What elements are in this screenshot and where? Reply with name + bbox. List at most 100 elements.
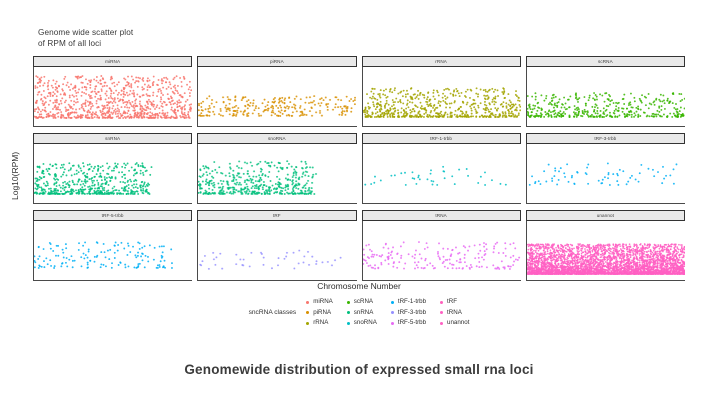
facet-strip-label: rRNA <box>361 56 521 67</box>
facet-plot-area: 12345678910111213141516171819202122XY <box>525 221 685 281</box>
facet-strip-label: tRNA <box>361 210 521 221</box>
facet-strip-label: tRF <box>197 210 357 221</box>
legend-item-trna[interactable]: tRNA <box>440 309 469 317</box>
legend-item-label: unannot <box>447 319 470 326</box>
legend-item-label: tRF <box>447 298 458 305</box>
x-axis-line <box>198 203 357 204</box>
x-axis-line <box>34 280 193 281</box>
scatter-points-canvas <box>362 67 521 127</box>
legend-item-label: miRNA <box>313 298 333 305</box>
legend-item-pirna[interactable]: piRNA <box>306 309 333 317</box>
x-axis-line <box>362 126 521 127</box>
legend-color-dot <box>306 321 310 325</box>
legend-item-trf-1-trbb[interactable]: tRF-1-trbb <box>390 298 426 306</box>
legend-item-label: snRNA <box>353 308 374 316</box>
legend-item-snrna[interactable]: snRNA <box>346 308 377 317</box>
facet-strip-label: miRNA <box>33 56 193 67</box>
legend-item-scrna[interactable]: scRNA <box>346 298 377 306</box>
x-axis-line <box>526 280 685 281</box>
facet-panel-trna: tRNA12345678910111213141516171819202122X… <box>361 210 521 284</box>
facet-panel-trf-5-trbb: tRF-5-trbb024123456789101112131415161718… <box>33 210 193 284</box>
y-tick-mark <box>33 273 34 274</box>
legend-color-dot <box>306 300 310 304</box>
facet-plot-area <box>525 144 685 204</box>
y-tick-mark <box>33 158 34 159</box>
legend-color-dot <box>440 321 444 325</box>
legend-color-dot <box>440 300 444 304</box>
legend-color-dot <box>390 321 394 325</box>
facet-strip-label: unannot <box>525 210 685 221</box>
facet-panel-scrna: scRNA <box>525 56 685 130</box>
facet-plot-area <box>197 144 357 204</box>
facet-strip-label: piRNA <box>197 56 357 67</box>
legend-color-dot <box>390 311 394 314</box>
legend-color-dot <box>346 321 350 325</box>
legend-item-trf-3-trbb[interactable]: tRF-3-trbb <box>390 308 427 317</box>
scatter-points-canvas <box>198 144 357 204</box>
legend-item-label: rRNA <box>313 319 329 326</box>
scatter-points-canvas <box>526 221 685 281</box>
facet-plot-area: 024 <box>33 144 193 204</box>
facet-strip-label: scRNA <box>525 56 685 67</box>
y-tick-mark <box>33 196 34 197</box>
legend-item-label: piRNA <box>313 308 332 316</box>
facet-panel-snrna: snRNA024 <box>33 133 193 207</box>
facet-panel-trf-1-trbb: tRF-1-trbb <box>361 133 521 207</box>
legend-color-dot <box>346 300 350 304</box>
scatter-points-canvas <box>198 221 357 281</box>
facet-plot-area <box>197 67 357 127</box>
legend-column: tRF-1-trbb tRF-3-trbb tRF-5-trbb <box>390 298 427 327</box>
facet-panel-pirna: piRNA <box>197 56 357 130</box>
x-axis-label: Chromosome Number <box>317 281 401 291</box>
legend-item-label: tRNA <box>447 308 462 316</box>
x-axis-line <box>34 203 193 204</box>
legend-title: sncRNA classes <box>248 309 297 316</box>
facet-strip-label: snoRNA <box>197 133 357 144</box>
x-axis-line <box>198 280 357 281</box>
facet-plot-area: 12345678910111213141516171819202122XY <box>361 221 521 281</box>
facet-panel-snorna: snoRNA <box>197 133 357 207</box>
y-tick-mark <box>33 119 34 120</box>
facet-plot-area <box>525 67 685 127</box>
x-axis-line <box>198 126 357 127</box>
scatter-points-canvas <box>526 144 685 204</box>
figure-caption: Genomewide distribution of expressed sma… <box>184 362 534 377</box>
facet-panel-trf: tRF12345678910111213141516171819202122XY <box>197 210 357 284</box>
facet-plot-area: 024 <box>33 67 193 127</box>
legend-column: miRNA piRNA rRNA <box>306 298 333 327</box>
x-axis-line <box>362 203 521 204</box>
legend-color-dot <box>306 311 310 314</box>
legend-item-rrna[interactable]: rRNA <box>306 319 333 327</box>
facet-panel-grid: miRNA024piRNArRNAscRNAsnRNA024snoRNAtRF-… <box>33 56 685 284</box>
facet-panel-unannot: unannot123456789101112131415161718192021… <box>525 210 685 284</box>
legend-item-label: tRF-3-trbb <box>397 308 427 316</box>
legend-item-mirna[interactable]: miRNA <box>306 298 333 306</box>
legend-item-trf[interactable]: tRF <box>440 298 469 306</box>
legend-item-trf-5-trbb[interactable]: tRF-5-trbb <box>390 319 427 327</box>
scatter-points-canvas <box>362 221 521 281</box>
legend-item-snorna[interactable]: snoRNA <box>346 319 377 327</box>
legend: sncRNA classes miRNA piRNA rRNA scRNA snRNA s… <box>0 298 718 327</box>
legend-item-label: snoRNA <box>353 319 377 326</box>
y-tick-mark <box>33 100 34 101</box>
legend-color-dot <box>440 311 444 314</box>
legend-item-unannot[interactable]: unannot <box>440 319 469 327</box>
scatter-points-canvas <box>34 144 193 204</box>
y-tick-mark <box>33 235 34 236</box>
facet-plot-area: 02412345678910111213141516171819202122XY <box>33 221 193 281</box>
legend-columns: miRNA piRNA rRNA scRNA snRNA snoRNA tRF-1-trbb… <box>306 298 469 327</box>
scatter-plot-card: Genome wide scatter plot of RPM of all l… <box>0 28 718 327</box>
facet-plot-area <box>361 67 521 127</box>
facet-panel-rrna: rRNA <box>361 56 521 130</box>
legend-color-dot <box>346 311 350 314</box>
y-tick-mark <box>33 254 34 255</box>
legend-item-label: tRF-5-trbb <box>397 319 427 326</box>
y-axis-label: Log10(RPM) <box>10 151 20 200</box>
facet-strip-label: tRF-5-trbb <box>33 210 193 221</box>
facet-strip-label: tRF-1-trbb <box>361 133 521 144</box>
facet-panel-mirna: miRNA024 <box>33 56 193 130</box>
plot-title: Genome wide scatter plot of RPM of all l… <box>38 28 134 48</box>
legend-item-label: scRNA <box>353 298 374 305</box>
y-tick-mark <box>33 177 34 178</box>
